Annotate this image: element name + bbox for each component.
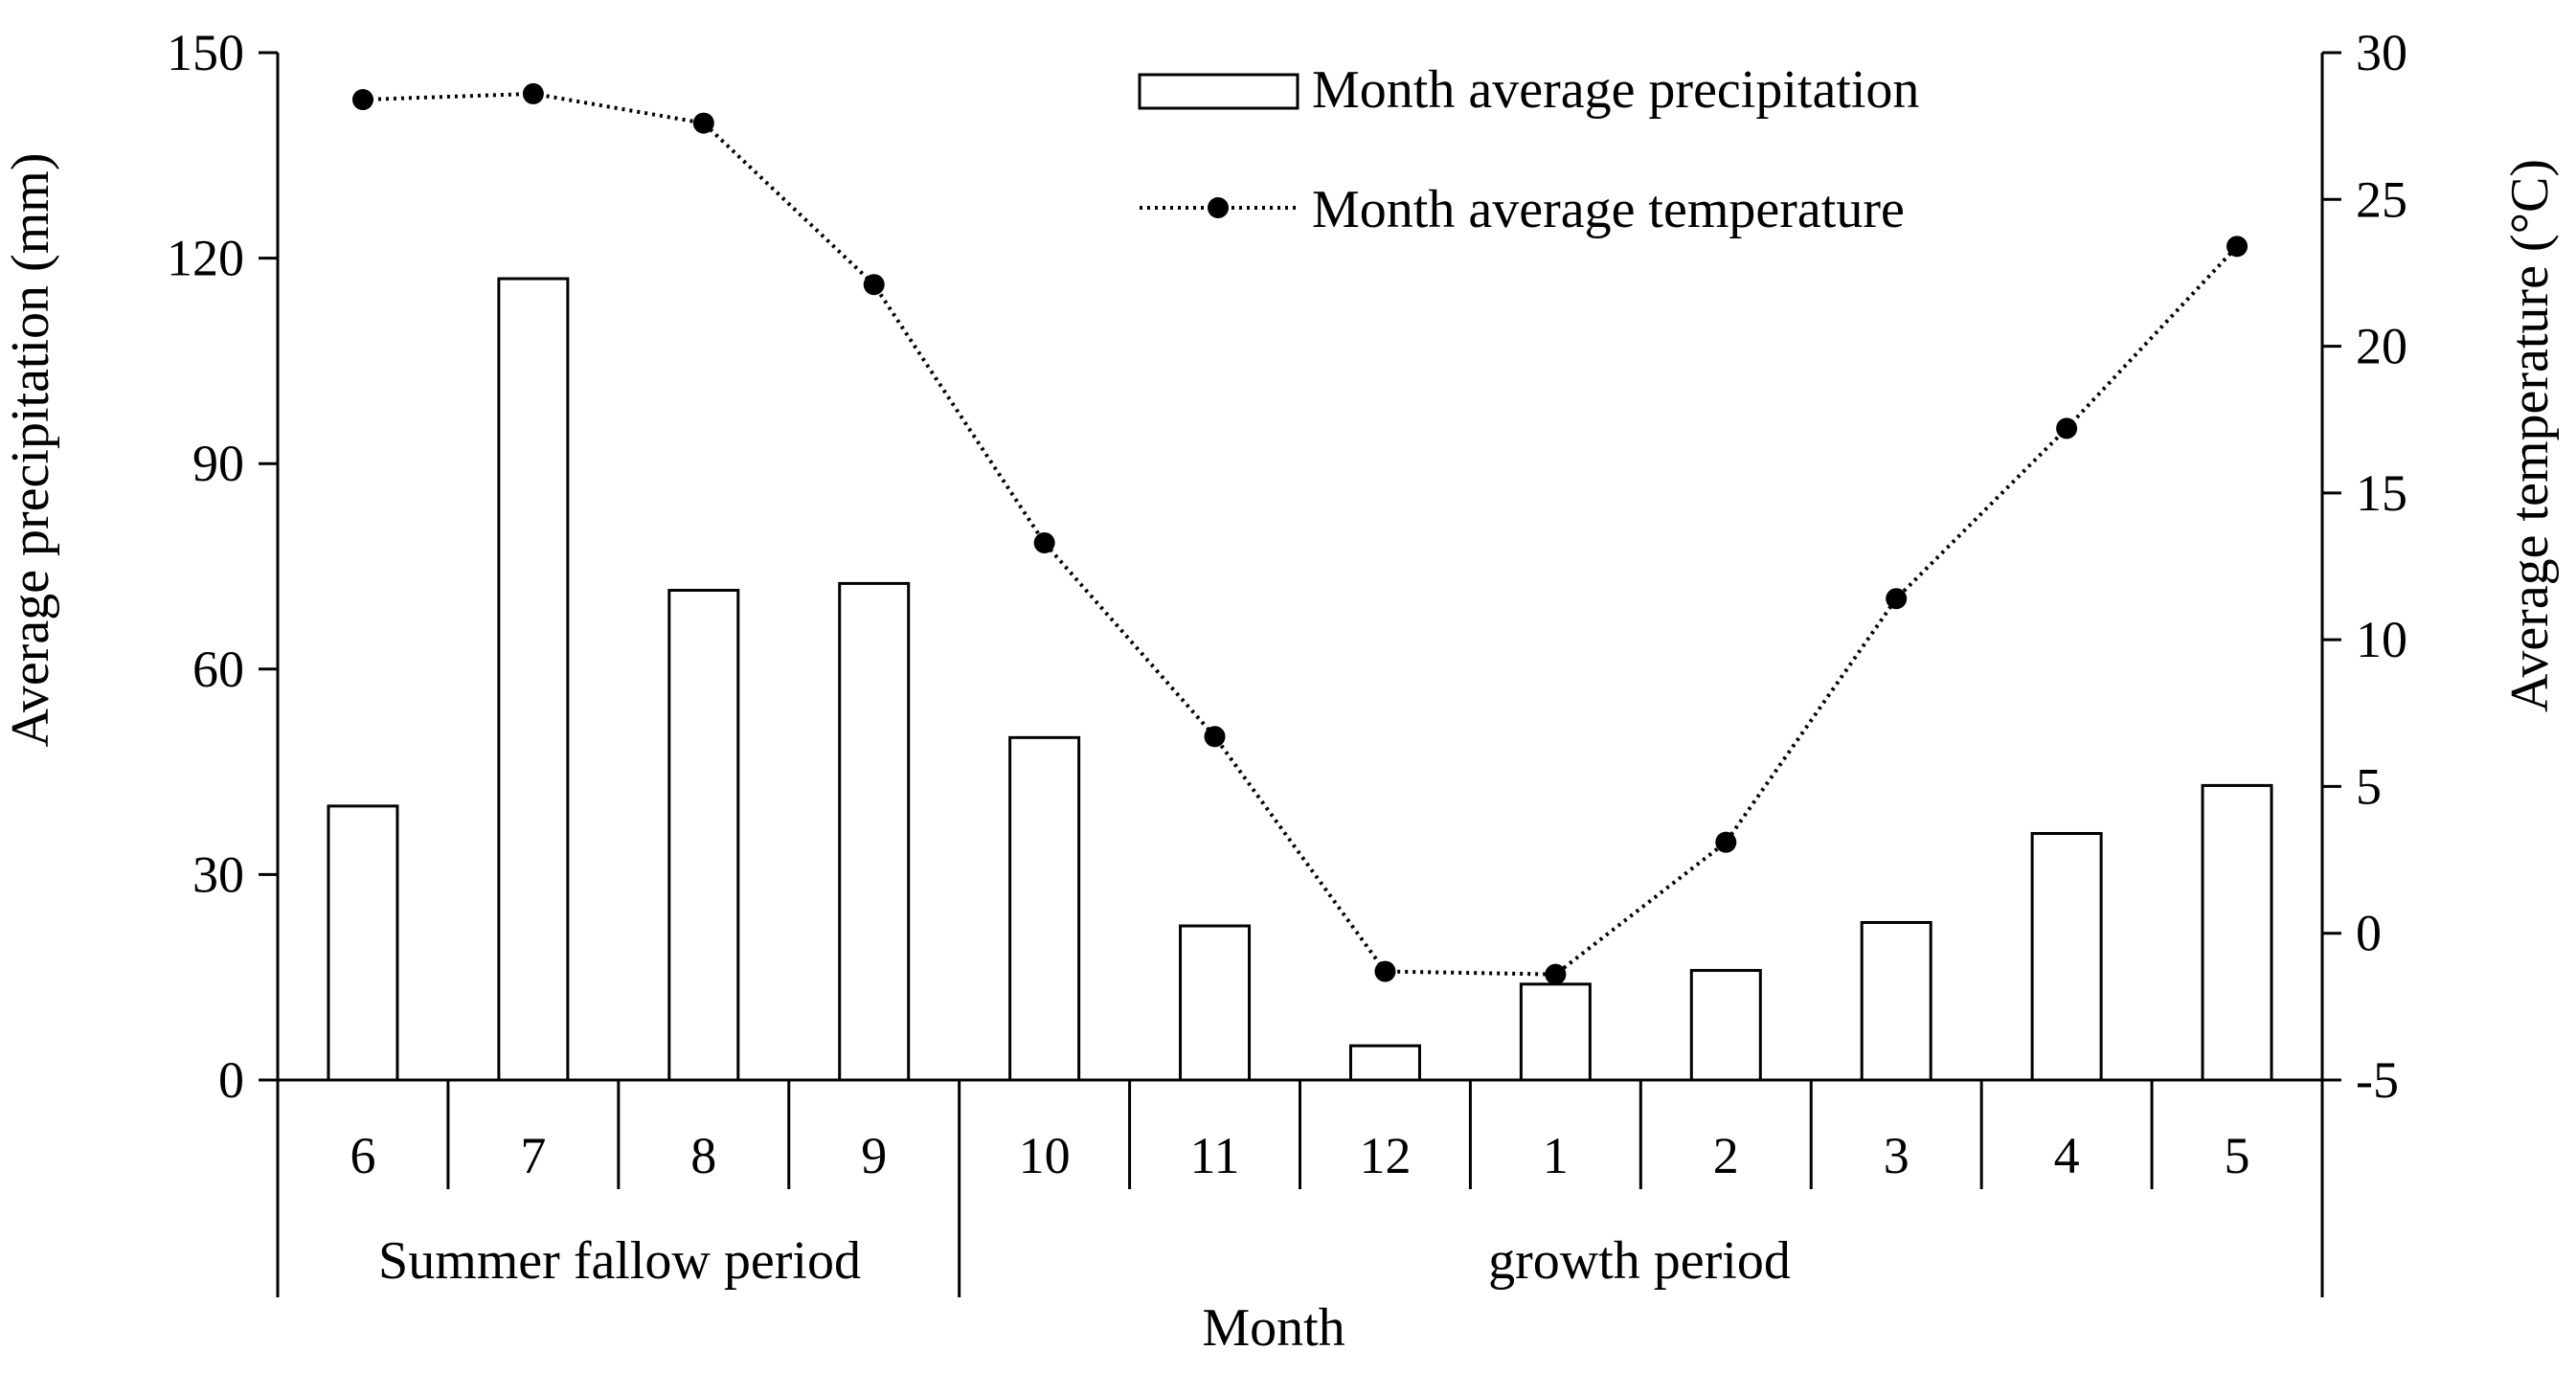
bar-precipitation xyxy=(1689,969,1762,1082)
y-right-tick-label: 10 xyxy=(2356,611,2407,668)
bar-precipitation xyxy=(1860,920,1932,1082)
axes xyxy=(259,51,2341,1297)
y-left-tick-label: 150 xyxy=(167,24,244,81)
legend-line-marker xyxy=(1208,197,1229,218)
x-tick-label-month: 2 xyxy=(1713,1127,1739,1184)
y-right-tick-label: 5 xyxy=(2356,757,2382,815)
legend: Month average precipitation Month averag… xyxy=(1138,60,1919,239)
y-right-tick-label: 20 xyxy=(2356,318,2407,375)
temperature-point xyxy=(1886,588,1908,610)
bar-precipitation xyxy=(667,589,740,1082)
x-tick-label-month: 5 xyxy=(2225,1127,2250,1184)
y-axis-right-title: Average temperature (°C) xyxy=(2500,159,2560,712)
temperature-point xyxy=(1545,963,1567,985)
x-tick-label-month: 8 xyxy=(690,1127,716,1184)
x-tick-label-month: 12 xyxy=(1359,1127,1411,1184)
bar-precipitation xyxy=(2030,831,2103,1082)
y-left-tick-label: 90 xyxy=(192,435,244,492)
temperature-point xyxy=(1715,831,1737,853)
x-tick-label-month: 4 xyxy=(2054,1127,2080,1184)
temperature-point xyxy=(1374,960,1396,982)
temperature-point xyxy=(522,82,544,104)
temperature-point xyxy=(692,112,714,134)
x-tick-label-month: 1 xyxy=(1543,1127,1569,1184)
y-left-tick-label: 30 xyxy=(192,845,244,903)
bar-precipitation xyxy=(1008,735,1081,1082)
bar-precipitation xyxy=(2201,783,2273,1082)
legend-label-temperature: Month average temperature xyxy=(1312,180,1905,239)
x-tick-label-month: 11 xyxy=(1190,1127,1240,1184)
temperature-point xyxy=(2056,417,2078,439)
x-tick-label-month: 9 xyxy=(861,1127,887,1184)
x-tick-label-month: 3 xyxy=(1884,1127,1909,1184)
x-tick-label-month: 6 xyxy=(350,1127,375,1184)
x-tick-label-month: 10 xyxy=(1019,1127,1071,1184)
y-right-tick-label: 30 xyxy=(2356,24,2407,81)
y-left-tick-label: 0 xyxy=(218,1051,244,1109)
y-right-tick-label: 15 xyxy=(2356,464,2407,522)
bar-precipitation xyxy=(1519,982,1592,1082)
period-label-summer-fallow: Summer fallow period xyxy=(378,1231,861,1291)
temperature-point xyxy=(1204,726,1226,748)
x-axis-title: Month xyxy=(1202,1298,1344,1358)
bar-precipitation xyxy=(327,804,399,1082)
x-tick-label-month: 7 xyxy=(520,1127,546,1184)
precipitation-bars xyxy=(327,277,2273,1082)
temperature-point xyxy=(351,89,373,111)
y-axis-left-title: Average precipitation (mm) xyxy=(1,153,60,748)
y-left-tick-label: 60 xyxy=(192,641,244,698)
period-label-growth: growth period xyxy=(1488,1231,1791,1291)
legend-bar-swatch xyxy=(1138,73,1299,110)
bar-precipitation xyxy=(497,277,570,1082)
temperature-line-group xyxy=(351,82,2248,985)
bar-precipitation xyxy=(838,581,911,1082)
bar-precipitation xyxy=(1348,1044,1421,1082)
temperature-point xyxy=(2226,236,2248,258)
temperature-point xyxy=(863,274,885,296)
temperature-line xyxy=(362,91,2239,977)
temperature-point xyxy=(1033,531,1055,553)
y-left-tick-label: 120 xyxy=(167,230,244,287)
y-right-tick-label: -5 xyxy=(2356,1051,2399,1109)
y-right-tick-label: 25 xyxy=(2356,170,2407,228)
bar-precipitation xyxy=(1179,924,1252,1082)
y-right-tick-label: 0 xyxy=(2356,905,2382,962)
legend-label-precipitation: Month average precipitation xyxy=(1312,60,1919,120)
